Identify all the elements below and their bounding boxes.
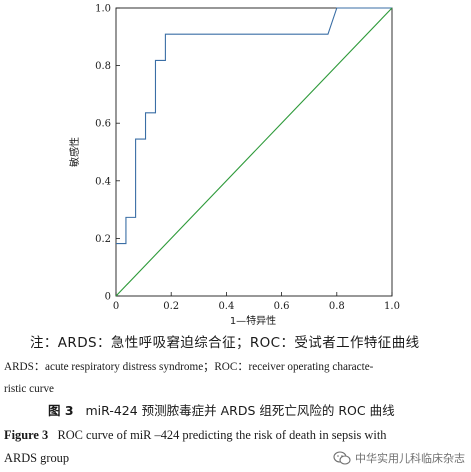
x-axis-label: 1—特异性: [230, 314, 276, 327]
x-tick-label: 0.8: [329, 301, 345, 312]
y-axis-label: 敏感性: [68, 137, 81, 167]
figure-label-cn: 图 3: [48, 403, 74, 418]
y-tick-label: 1.0: [95, 4, 111, 15]
figure-title-en-line1: ROC curve of miR –424 predicting the ris…: [57, 428, 387, 442]
x-tick-label: 0: [113, 301, 119, 312]
x-tick-label: 1.0: [384, 301, 400, 312]
abbreviation-note-en-line2: ristic curve: [4, 383, 55, 395]
y-tick-label: 0.6: [95, 119, 111, 130]
abbreviation-note-en-line1: ARDS：acute respiratory distress syndrome…: [4, 361, 374, 373]
wechat-icon: [333, 451, 351, 465]
figure-caption-cn: 图 3 miR-424 预测脓毒症并 ARDS 组死亡风险的 ROC 曲线: [48, 403, 395, 418]
plot-area: 00 0.2 0.2 0.4 0.4 0.6 0.6 0.8 0.8 1.0 1.0: [95, 4, 400, 313]
plot-frame: [115, 7, 393, 297]
abbreviation-note-cn: 注：ARDS：急性呼吸窘迫综合征；ROC：受试者工作特征曲线: [30, 335, 420, 351]
figure-caption-en: Figure 3 ROC curve of miR –424 predictin…: [4, 429, 386, 441]
x-tick-label: 0.6: [274, 301, 290, 312]
y-tick-label: 0.2: [95, 234, 111, 245]
x-tick-label: 0.2: [163, 301, 179, 312]
roc-curve-line: [116, 7, 392, 245]
x-tick-label: 0.4: [218, 301, 234, 312]
watermark: 中华实用儿科临床杂志: [333, 450, 465, 466]
figure-label-en: Figure 3: [4, 428, 49, 442]
reference-diagonal-line: [115, 7, 393, 297]
figure-title-cn: miR-424 预测脓毒症并 ARDS 组死亡风险的 ROC 曲线: [85, 403, 395, 418]
y-tick-label: 0.8: [95, 61, 111, 72]
watermark-text: 中华实用儿科临床杂志: [355, 452, 465, 465]
figure-title-en-line2: ARDS group: [4, 451, 70, 465]
y-tick-label: 0.4: [95, 176, 111, 187]
roc-chart: 00 0.2 0.2 0.4 0.4 0.6 0.6 0.8 0.8 1.0 1.0 1—特异性 敏…: [68, 4, 400, 328]
y-tick-label: 0: [105, 292, 111, 303]
